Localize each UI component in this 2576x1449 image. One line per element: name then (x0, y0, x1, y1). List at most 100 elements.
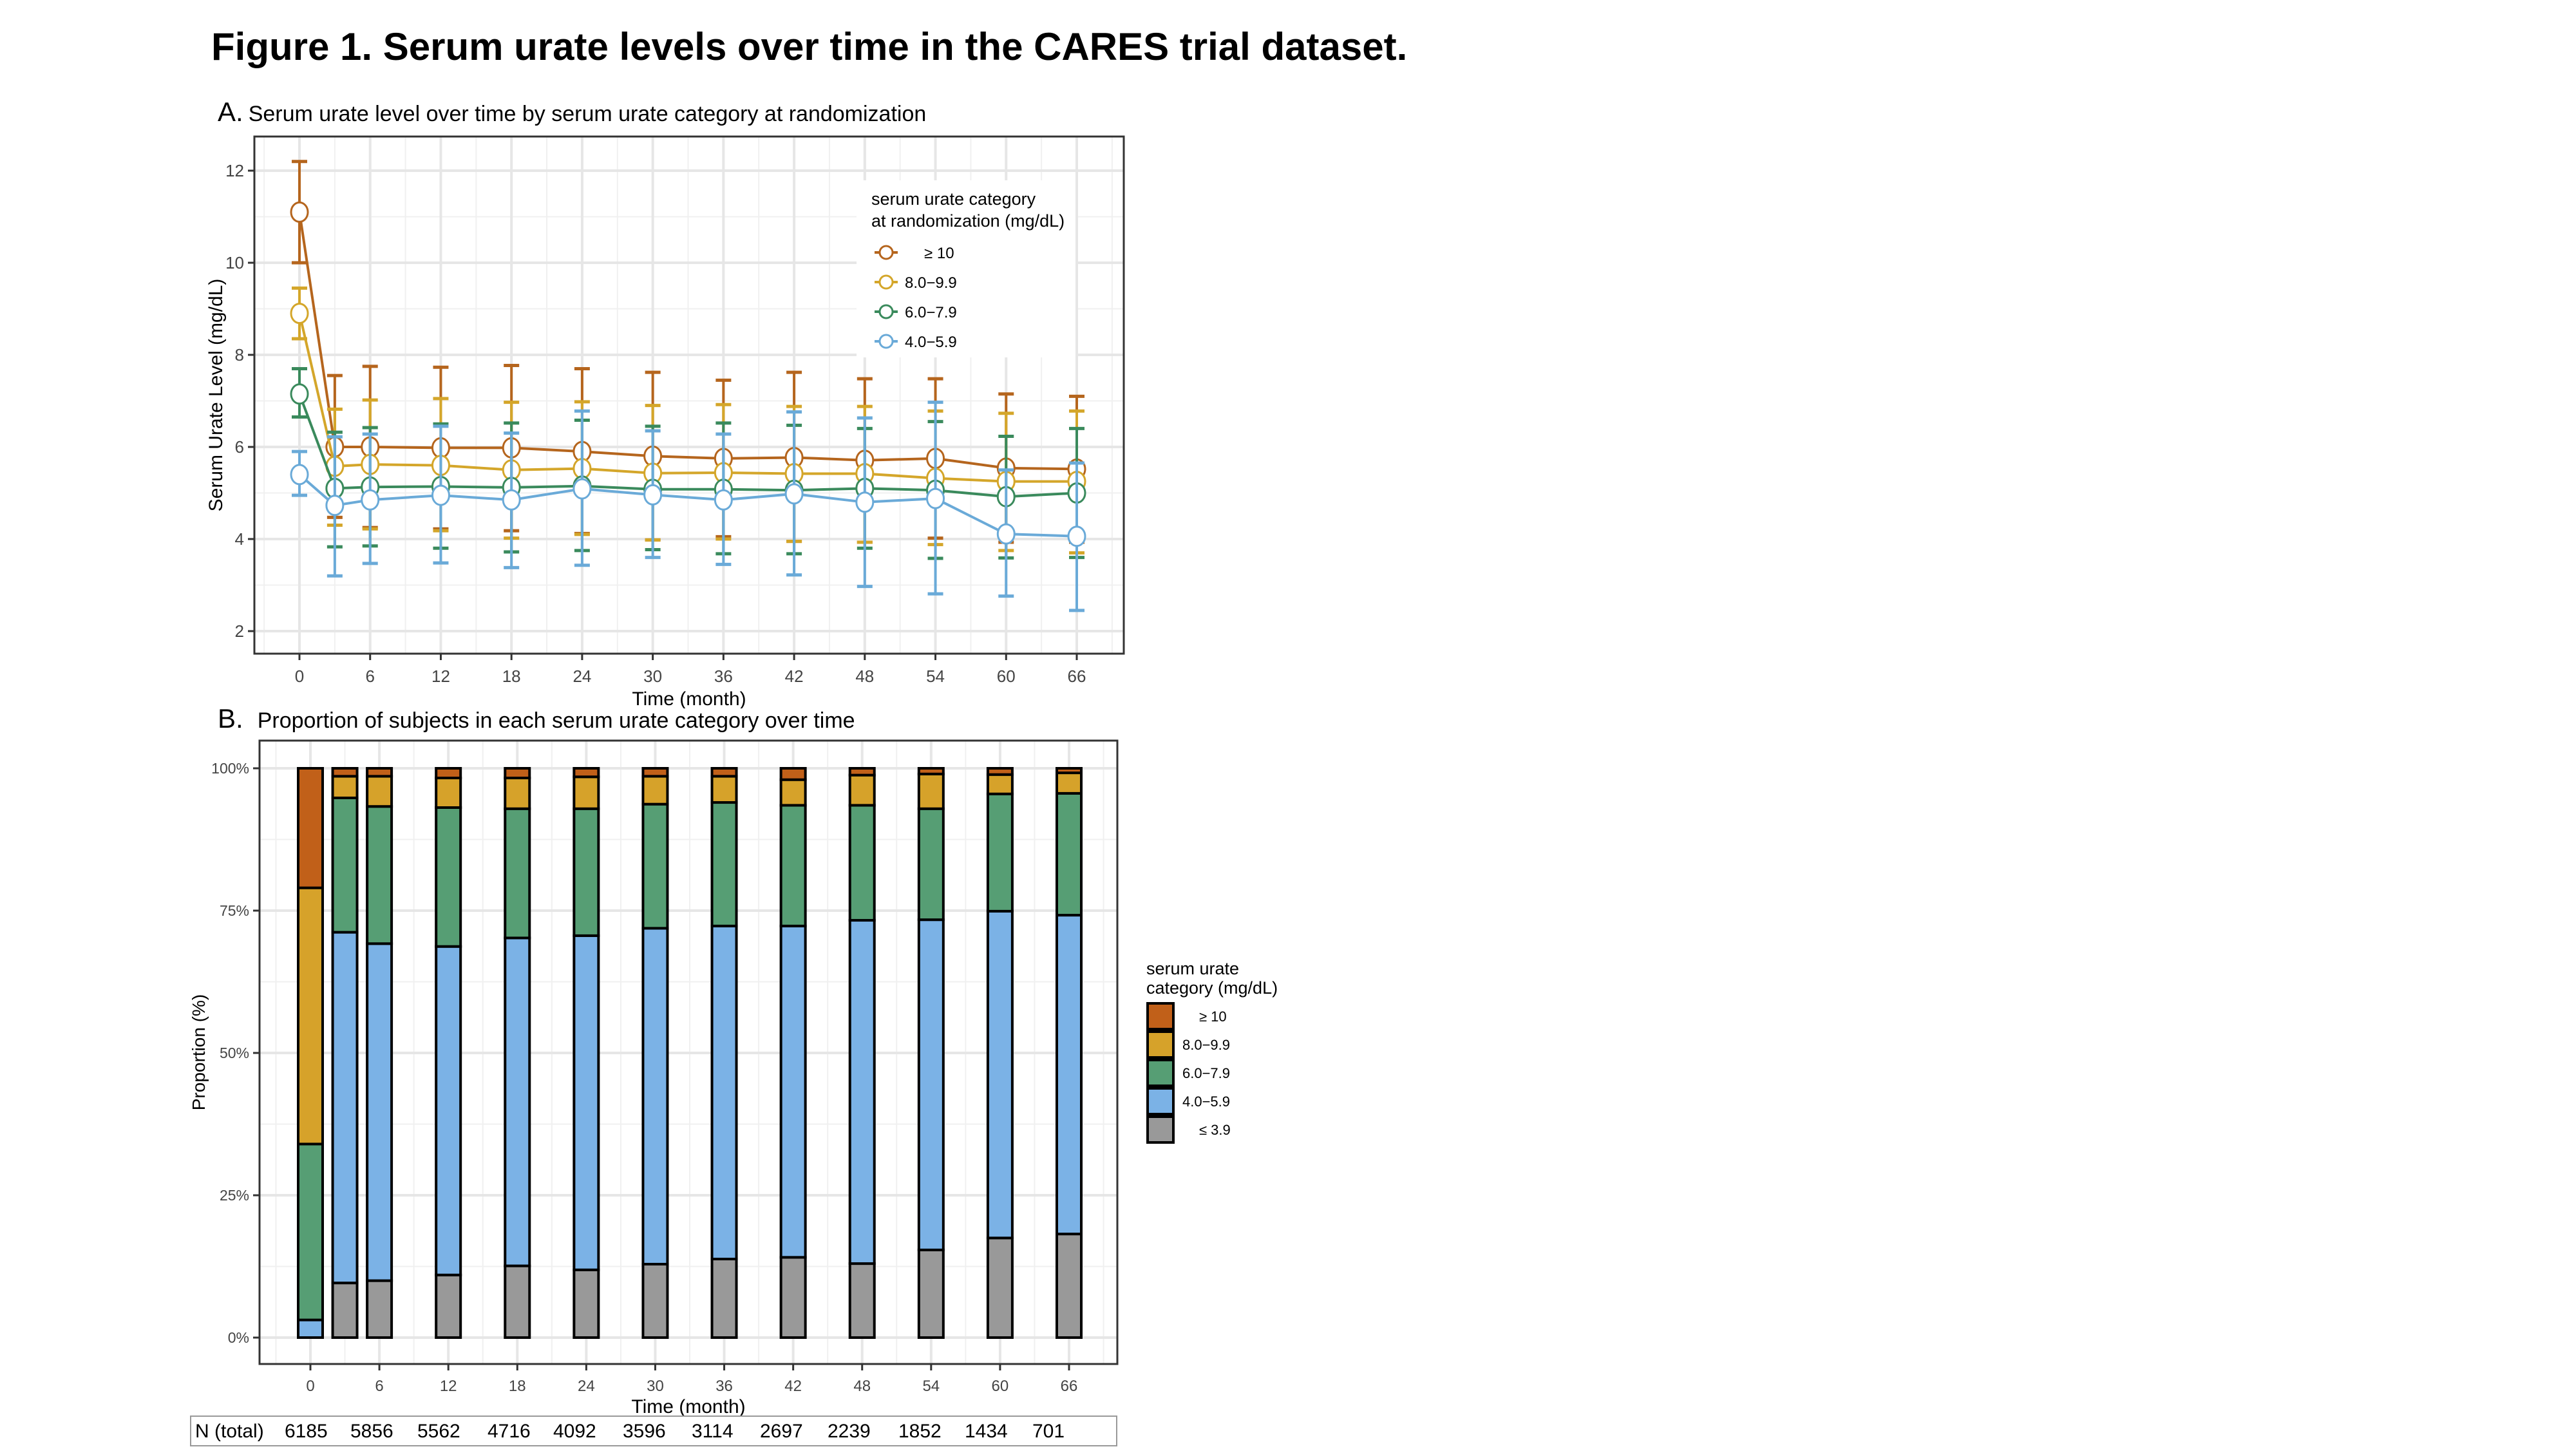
bar-segment (366, 942, 393, 1282)
n-total-value: 4092 (553, 1421, 596, 1442)
x-tick-label: 30 (647, 1378, 664, 1395)
x-tick-label: 36 (715, 1378, 733, 1395)
bar-segment (573, 934, 600, 1271)
n-total-value: 6185 (285, 1421, 328, 1442)
y-tick-label: 4 (235, 529, 244, 549)
legend-a-label: 4.0−5.9 (905, 334, 957, 351)
bar-segment (573, 767, 600, 779)
stacked-bar-chart-panel-b: 0% 25% 50% 75% 100% 0 6 12 18 24 30 36 42 48 54 60 66 Tim… (189, 739, 1278, 1417)
data-point (855, 491, 875, 513)
legend-a-title: serum urate category (871, 189, 1036, 209)
bar-stack (986, 767, 1014, 1340)
bar-segment (1056, 767, 1083, 775)
n-total-row: N (total) 6185 5856 5562 4716 4092 3596 3114 26… (190, 1416, 1117, 1446)
legend-b-swatch (1146, 1030, 1175, 1059)
legend-b-label: ≤ 3.9 (1199, 1122, 1231, 1138)
y-tick-label: 6 (235, 437, 244, 457)
bar-segment (1056, 772, 1083, 795)
bar-segment (986, 792, 1014, 913)
legend-a-key-point (878, 245, 894, 260)
data-point (290, 383, 309, 405)
data-point (290, 303, 309, 325)
bar-segment (986, 909, 1014, 1240)
bar-segment (641, 802, 669, 930)
bar-segment (1056, 791, 1083, 917)
y-tick-label: 2 (235, 621, 244, 641)
bar-segment (641, 1262, 669, 1339)
x-tick-label: 42 (784, 1378, 802, 1395)
bar-segment (779, 804, 807, 927)
n-total-value: 2697 (760, 1421, 803, 1442)
bar-segment (435, 1273, 462, 1340)
bar-segment (779, 778, 807, 807)
panel-b-letter: B. (218, 703, 243, 734)
n-total-value: 3114 (692, 1421, 734, 1442)
data-point (290, 201, 309, 223)
legend-a-label: ≥ 10 (924, 245, 954, 262)
bar-segment (917, 767, 945, 775)
bar-stack (848, 767, 876, 1339)
panel-a-subtitle: Serum urate level over time by serum ura… (248, 102, 927, 126)
bar-stack (641, 767, 669, 1339)
x-tick-label: 6 (365, 667, 374, 686)
bar-segment (1056, 914, 1083, 1236)
y-tick-label: 8 (235, 345, 244, 365)
bar-segment (779, 924, 807, 1259)
bar-stack (297, 767, 324, 1339)
x-tick-label: 0 (295, 667, 304, 686)
legend-a-label: 8.0−9.9 (905, 274, 957, 292)
legend-b-swatch (1146, 1002, 1175, 1030)
y-tick-label: 10 (225, 253, 244, 272)
bar-segment (848, 1262, 876, 1339)
n-total-value: 5856 (350, 1421, 393, 1442)
legend-b-label: 6.0−7.9 (1182, 1065, 1230, 1081)
plot-border-a (253, 135, 1125, 655)
y-tick-label: 25% (220, 1187, 249, 1204)
bar-stack (710, 767, 738, 1340)
bar-segment (366, 767, 393, 778)
data-point (502, 489, 521, 511)
bar-segment (366, 805, 393, 945)
y-axis-title: Serum Urate Level (mg/dL) (205, 279, 227, 512)
bar-segment (366, 1279, 393, 1339)
x-tick-label: 0 (306, 1378, 314, 1395)
x-tick-label: 54 (926, 667, 945, 686)
bar-segment (435, 777, 462, 809)
data-point (325, 495, 345, 516)
x-tick-label: 60 (992, 1378, 1009, 1395)
x-tick-label: 24 (578, 1378, 595, 1395)
data-point (926, 488, 945, 509)
legend-a-label: 6.0−7.9 (905, 304, 957, 321)
bar-segment (710, 1258, 738, 1340)
n-total-value: 1852 (898, 1421, 942, 1442)
x-tick-label: 60 (997, 667, 1016, 686)
bar-segment (504, 767, 531, 780)
bar-segment (848, 919, 876, 1265)
n-total-value: 5562 (417, 1421, 460, 1442)
bar-segment (641, 927, 669, 1265)
n-total-value: 2239 (828, 1421, 871, 1442)
bar-segment (573, 807, 600, 937)
legend-a-background (857, 180, 1075, 357)
bar-segment (848, 767, 876, 777)
bar-segment (297, 886, 324, 1146)
panel-a-heading: A. Serum urate level over time by serum u… (218, 97, 926, 128)
n-total-value: 4716 (488, 1421, 531, 1442)
bar-segment (917, 1248, 945, 1340)
y-axis-title: Proportion (%) (189, 994, 209, 1111)
y-tick-label: 75% (220, 902, 249, 919)
legend-a-title: at randomization (mg/dL) (871, 211, 1065, 231)
y-tick-label: 50% (220, 1045, 249, 1061)
bar-segment (435, 945, 462, 1276)
x-tick-label: 42 (785, 667, 804, 686)
figure-title: Figure 1. Serum urate levels over time i… (211, 25, 1408, 68)
bar-segment (1056, 1233, 1083, 1340)
data-point (573, 478, 592, 500)
x-tick-label: 6 (375, 1378, 383, 1395)
bar-segment (779, 767, 807, 781)
x-tick-label: 54 (922, 1378, 940, 1395)
legend-b-swatch (1146, 1087, 1175, 1115)
legend-b-label: 4.0−5.9 (1182, 1094, 1230, 1110)
